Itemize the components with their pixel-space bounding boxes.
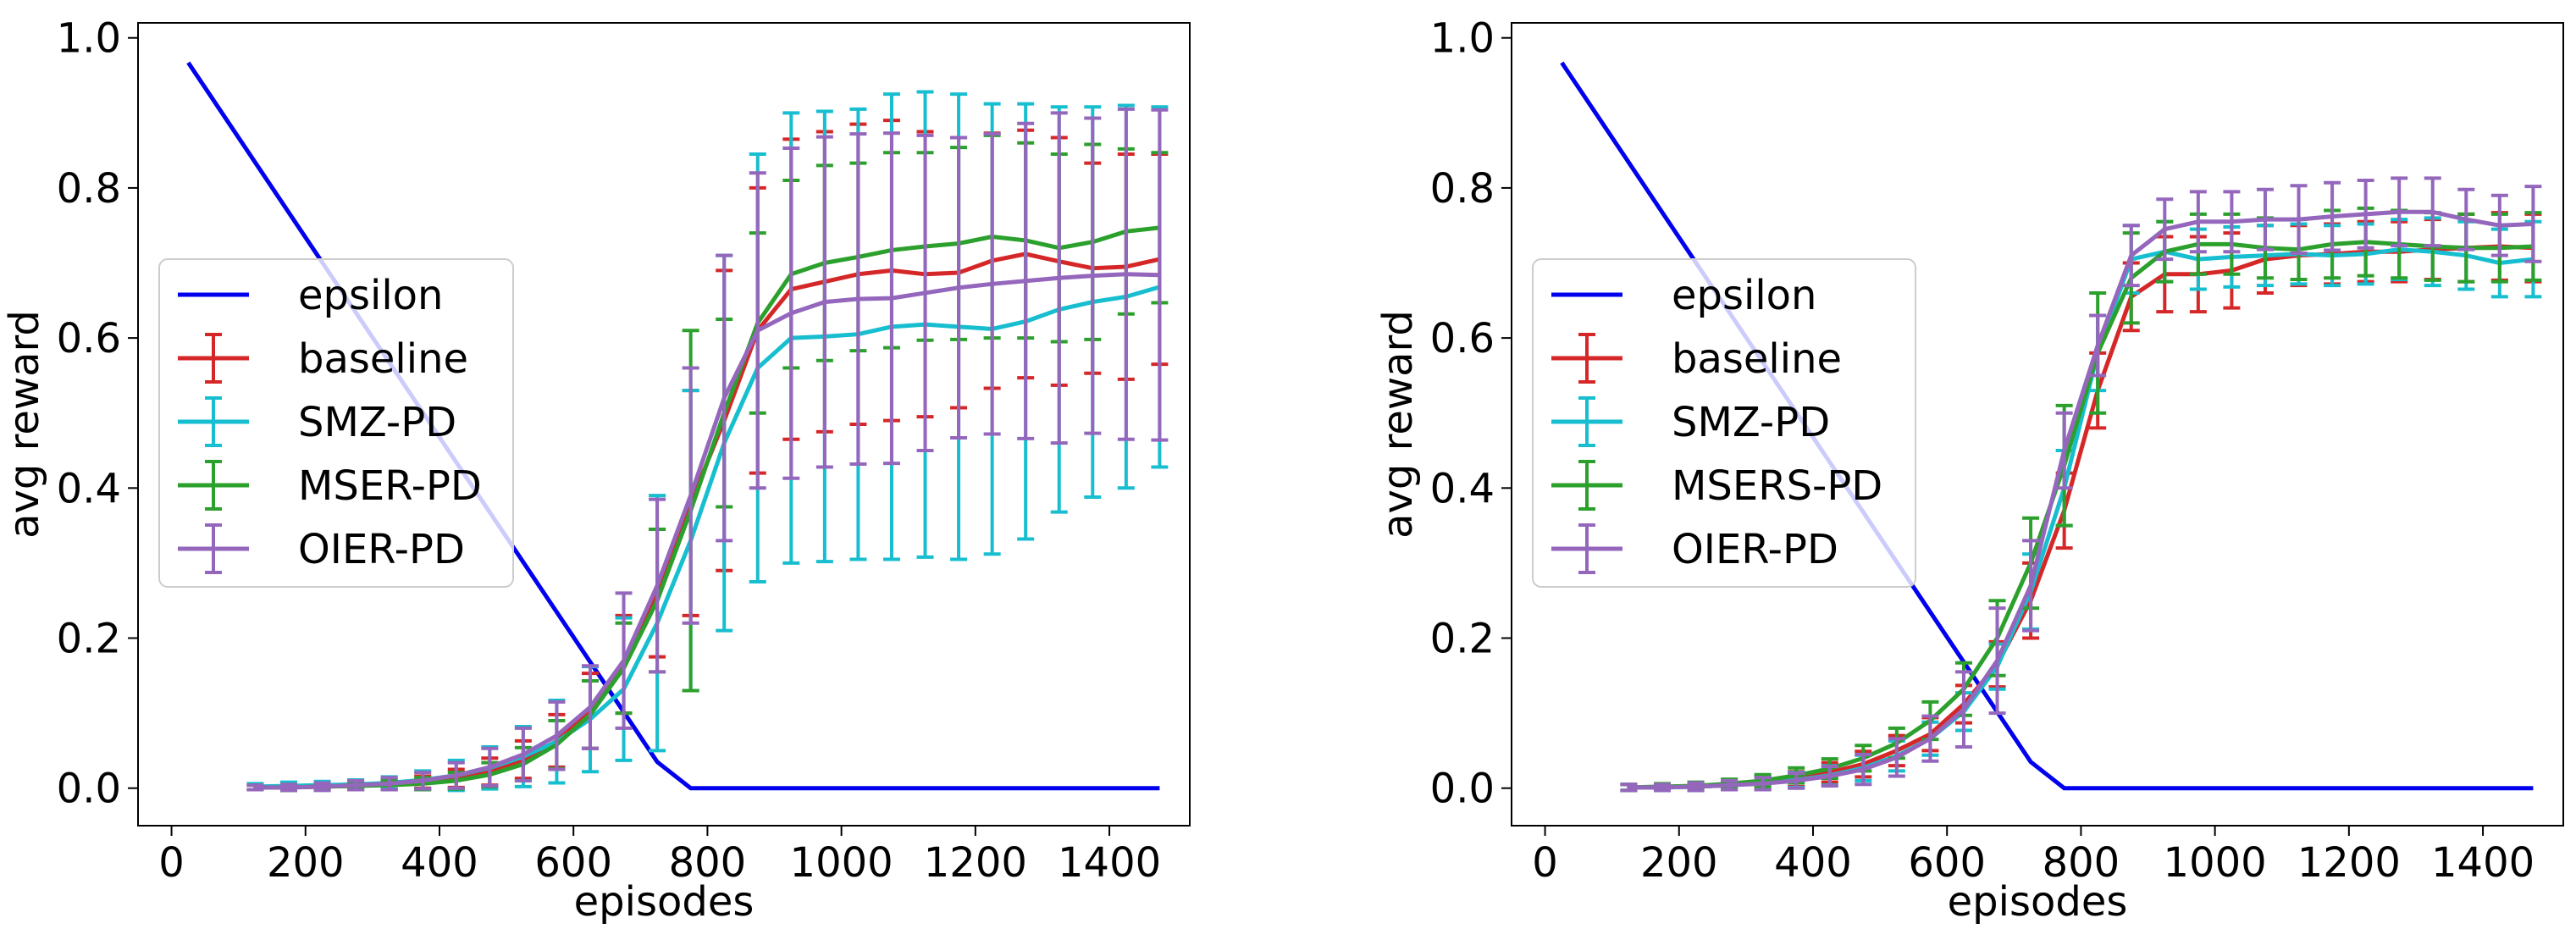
chart-1-y-axis-label: avg reward — [1374, 310, 1422, 539]
chart-1-legend-label-1: baseline — [1672, 335, 1842, 383]
chart-0-xtick-label: 1400 — [1058, 839, 1161, 887]
chart-1-series-3 — [1620, 176, 2542, 793]
chart-0-xtick-label: 1000 — [790, 839, 893, 887]
chart-1-ytick-label: 0.0 — [1430, 766, 1495, 813]
chart-1-legend: epsilon baseline SMZ-PD MSERS-PD OIER-PD — [1532, 258, 1916, 588]
chart-0-xtick-label: 400 — [401, 839, 478, 887]
chart-0-legend-label-4: OIER-PD — [298, 526, 465, 573]
chart-0-legend-label-3: MSER-PD — [298, 462, 482, 510]
chart-0-axes-frame — [137, 22, 1191, 827]
chart-1-xtick-label: 400 — [1774, 839, 1852, 887]
chart-0-ytick-label: 1.0 — [57, 15, 121, 63]
chart-1-ytick-label: 0.6 — [1430, 315, 1495, 362]
chart-0-y-axis-label: avg reward — [1, 310, 48, 539]
chart-1-ytick-label: 0.2 — [1430, 616, 1495, 663]
chart-0-legend-box — [158, 258, 514, 588]
chart-0-series-2-line — [255, 225, 1160, 790]
chart-1-ytick-label: 0.8 — [1430, 165, 1495, 213]
chart-0-series-3 — [246, 107, 1169, 793]
chart-1-legend-label-4: OIER-PD — [1672, 526, 1838, 573]
chart-0-xtick-label: 200 — [267, 839, 345, 887]
chart-1-plot-area — [1560, 61, 2542, 793]
chart-0-x-axis-label: episodes — [574, 878, 755, 926]
chart-right: 0.0 0.2 0.4 0.6 0.8 1.0 0 200 400 600 800 1000 1200 1… — [1374, 15, 2564, 926]
chart-1-xtick-label: 1000 — [2164, 839, 2267, 887]
chart-1-series-3-line — [1628, 209, 2534, 790]
chart-1-ytick-label: 0.4 — [1430, 465, 1495, 512]
chart-1-legend-label-2: SMZ-PD — [1672, 399, 1830, 446]
chart-0-ytick-label: 0.2 — [57, 616, 121, 663]
chart-1-xtick-label: 200 — [1640, 839, 1718, 887]
chart-0-legend: epsilon baseline SMZ-PD MSER-PD OIER-PD — [158, 258, 514, 588]
chart-0-xtick-label: 0 — [158, 839, 185, 887]
chart-1-xtick-label: 1200 — [2297, 839, 2401, 887]
chart-0-legend-label-2: SMZ-PD — [298, 399, 456, 446]
chart-0-plot-area — [186, 61, 1169, 793]
chart-1-ytick-label: 1.0 — [1430, 15, 1495, 63]
chart-1-legend-box — [1532, 258, 1916, 588]
chart-1-x-axis-label: episodes — [1948, 878, 2128, 926]
chart-0-xtick-label: 800 — [669, 839, 747, 887]
chart-1-legend-label-0: epsilon — [1672, 272, 1816, 319]
chart-0-xtick-label: 1200 — [924, 839, 1027, 887]
chart-1-xtick-label: 800 — [2043, 839, 2120, 887]
chart-0-ytick-label: 0.8 — [57, 165, 121, 213]
chart-0-legend-label-0: epsilon — [298, 272, 443, 319]
chart-0-ytick-label: 0.6 — [57, 315, 121, 362]
chart-left: 0.0 0.2 0.4 0.6 0.8 1.0 0 200 400 600 800 1000 1200 1… — [1, 15, 1191, 926]
chart-0-legend-label-1: baseline — [298, 335, 468, 383]
chart-1-legend-label-3: MSERS-PD — [1672, 462, 1882, 510]
chart-0-ytick-label: 0.4 — [57, 465, 121, 512]
chart-1-xtick-label: 600 — [1908, 839, 1986, 887]
chart-1-axes-frame — [1511, 22, 2564, 827]
chart-1-series-2-line — [1628, 240, 2534, 790]
chart-1-xtick-label: 1400 — [2431, 839, 2535, 887]
chart-1-xtick-label: 0 — [1532, 839, 1558, 887]
chart-0-xtick-label: 600 — [534, 839, 612, 887]
chart-0-series-3-line — [255, 272, 1160, 790]
chart-0-ytick-label: 0.0 — [57, 766, 121, 813]
